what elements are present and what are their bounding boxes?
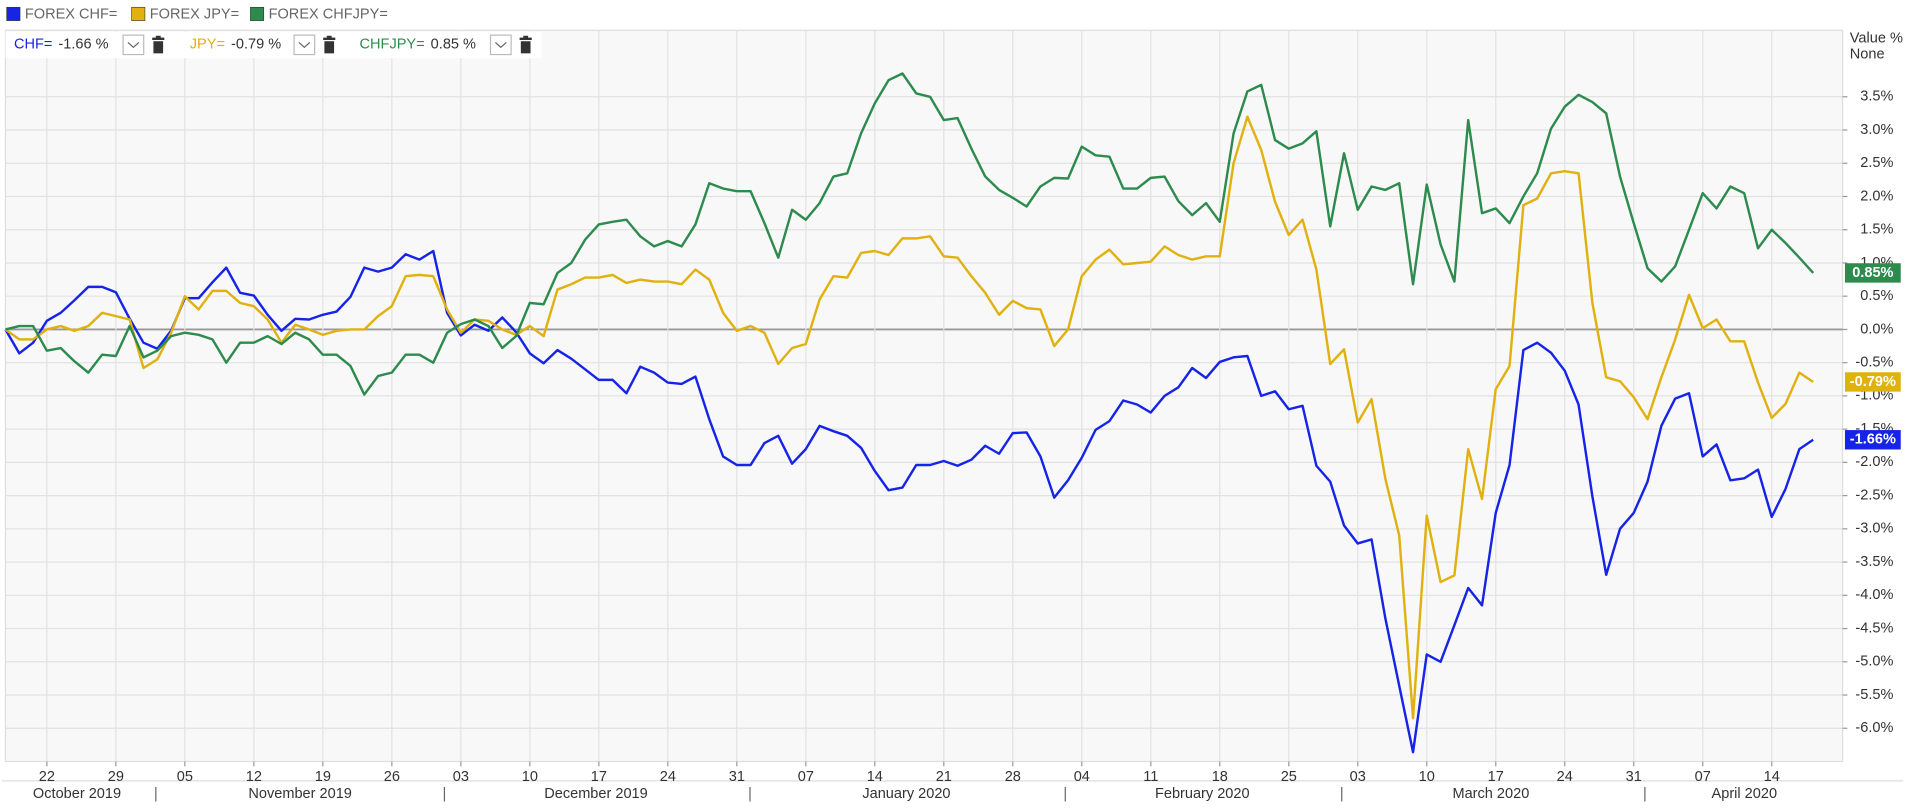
grid	[5, 30, 1843, 762]
x-tick-label: 12	[246, 769, 262, 785]
dropdown-icon	[494, 41, 507, 49]
trash-lid	[519, 37, 532, 41]
legend-swatch	[250, 6, 265, 21]
end-tag	[1844, 263, 1901, 283]
delete-button[interactable]	[323, 35, 336, 54]
y-tick-label: 3.0%	[1860, 122, 1893, 138]
y-tick-label: -2.0%	[1855, 454, 1893, 470]
end-tag-label: -1.66%	[1850, 432, 1896, 448]
month-label: April 2020	[1712, 786, 1778, 802]
x-tick-label: 07	[1695, 769, 1711, 785]
y-tick-label: -4.0%	[1855, 587, 1893, 603]
dropdown-icon	[127, 41, 140, 49]
y-tick-label: -4.5%	[1855, 620, 1893, 636]
legend-swatch	[6, 6, 21, 21]
month-label: October 2019	[33, 786, 121, 802]
x-tick-label: 05	[177, 769, 193, 785]
readout-value: 0.85 %	[431, 37, 476, 53]
x-tick-label: 22	[39, 769, 55, 785]
x-tick-label: 24	[660, 769, 676, 785]
readout-bar	[5, 31, 542, 59]
x-tick-label: 17	[591, 769, 607, 785]
x-tick-label: 03	[453, 769, 469, 785]
x-tick-label: 26	[384, 769, 400, 785]
trash-handle	[523, 35, 529, 39]
legend-label: FOREX JPY=	[150, 6, 239, 22]
trash-body	[520, 41, 531, 54]
y-axis-mode: None	[1850, 46, 1885, 62]
readout-value: -0.79 %	[231, 37, 281, 53]
y-tick-label: -3.0%	[1855, 521, 1893, 537]
x-tick-label: 19	[315, 769, 331, 785]
dropdown-button[interactable]	[293, 34, 316, 56]
x-tick-label: 21	[936, 769, 952, 785]
end-tag-label: 0.85%	[1852, 265, 1893, 281]
y-tick-label: -3.5%	[1855, 554, 1893, 570]
x-tick-label: 24	[1557, 769, 1573, 785]
end-tag-label: -0.79%	[1850, 374, 1896, 390]
readout-name: JPY=	[190, 37, 225, 53]
dropdown-button[interactable]	[489, 34, 512, 56]
dropdown-button[interactable]	[122, 34, 145, 56]
delete-button[interactable]	[152, 35, 165, 54]
legend-swatch	[131, 6, 146, 21]
legend-label: FOREX CHF=	[25, 6, 118, 22]
x-tick-label: 07	[798, 769, 814, 785]
x-tick-label: 14	[1764, 769, 1780, 785]
y-tick-label: -5.5%	[1855, 687, 1893, 703]
legend-label: FOREX CHFJPY=	[269, 6, 388, 22]
x-tick-label: 14	[867, 769, 883, 785]
y-tick-label: -6.0%	[1855, 720, 1893, 736]
dropdown-icon	[298, 41, 311, 49]
y-axis-title: Value %	[1850, 31, 1903, 47]
month-label: January 2020	[862, 786, 950, 802]
trash-body	[324, 41, 335, 54]
y-tick-label: 0.5%	[1860, 288, 1893, 304]
y-tick-label: 2.5%	[1860, 155, 1893, 171]
trash-handle	[155, 35, 161, 39]
x-tick-label: 31	[729, 769, 745, 785]
y-tick-label: -1.0%	[1855, 388, 1893, 404]
y-tick-label: -5.0%	[1855, 654, 1893, 670]
x-tick-label: 18	[1212, 769, 1228, 785]
x-tick-label: 11	[1143, 769, 1158, 785]
trash-lid	[152, 37, 165, 41]
y-tick-label: 1.5%	[1860, 222, 1893, 238]
trash-lid	[323, 37, 336, 41]
y-tick-label: -0.5%	[1855, 355, 1893, 371]
series-line	[5, 72, 1815, 396]
x-tick-label: 04	[1074, 769, 1090, 785]
end-tag	[1844, 430, 1901, 450]
x-tick-label: 29	[108, 769, 124, 785]
trash-handle	[326, 35, 332, 39]
y-tick-label: 0.0%	[1860, 321, 1893, 337]
y-tick-label: -2.5%	[1855, 487, 1893, 503]
trash-body	[153, 41, 164, 54]
readout-name: CHF=	[14, 37, 52, 53]
y-tick-label: 3.5%	[1860, 89, 1893, 105]
readout-value: -1.66 %	[58, 37, 108, 53]
series-line	[4, 115, 1814, 720]
lines	[4, 72, 1815, 754]
x-tick-label: 25	[1281, 769, 1297, 785]
y-tick-label: 2.0%	[1860, 188, 1893, 204]
end-tag	[1844, 372, 1901, 392]
x-tick-label: 10	[522, 769, 538, 785]
month-label: February 2020	[1155, 786, 1250, 802]
series-line	[4, 249, 1814, 754]
month-label: December 2019	[544, 786, 648, 802]
delete-button[interactable]	[519, 35, 532, 54]
x-tick-label: 28	[1005, 769, 1021, 785]
x-tick-label: 03	[1350, 769, 1366, 785]
month-label: November 2019	[248, 786, 352, 802]
readout-name: CHFJPY=	[360, 37, 425, 53]
x-tick-label: 17	[1488, 769, 1504, 785]
month-label: March 2020	[1452, 786, 1529, 802]
x-tick-label: 31	[1626, 769, 1642, 785]
x-tick-label: 10	[1419, 769, 1435, 785]
